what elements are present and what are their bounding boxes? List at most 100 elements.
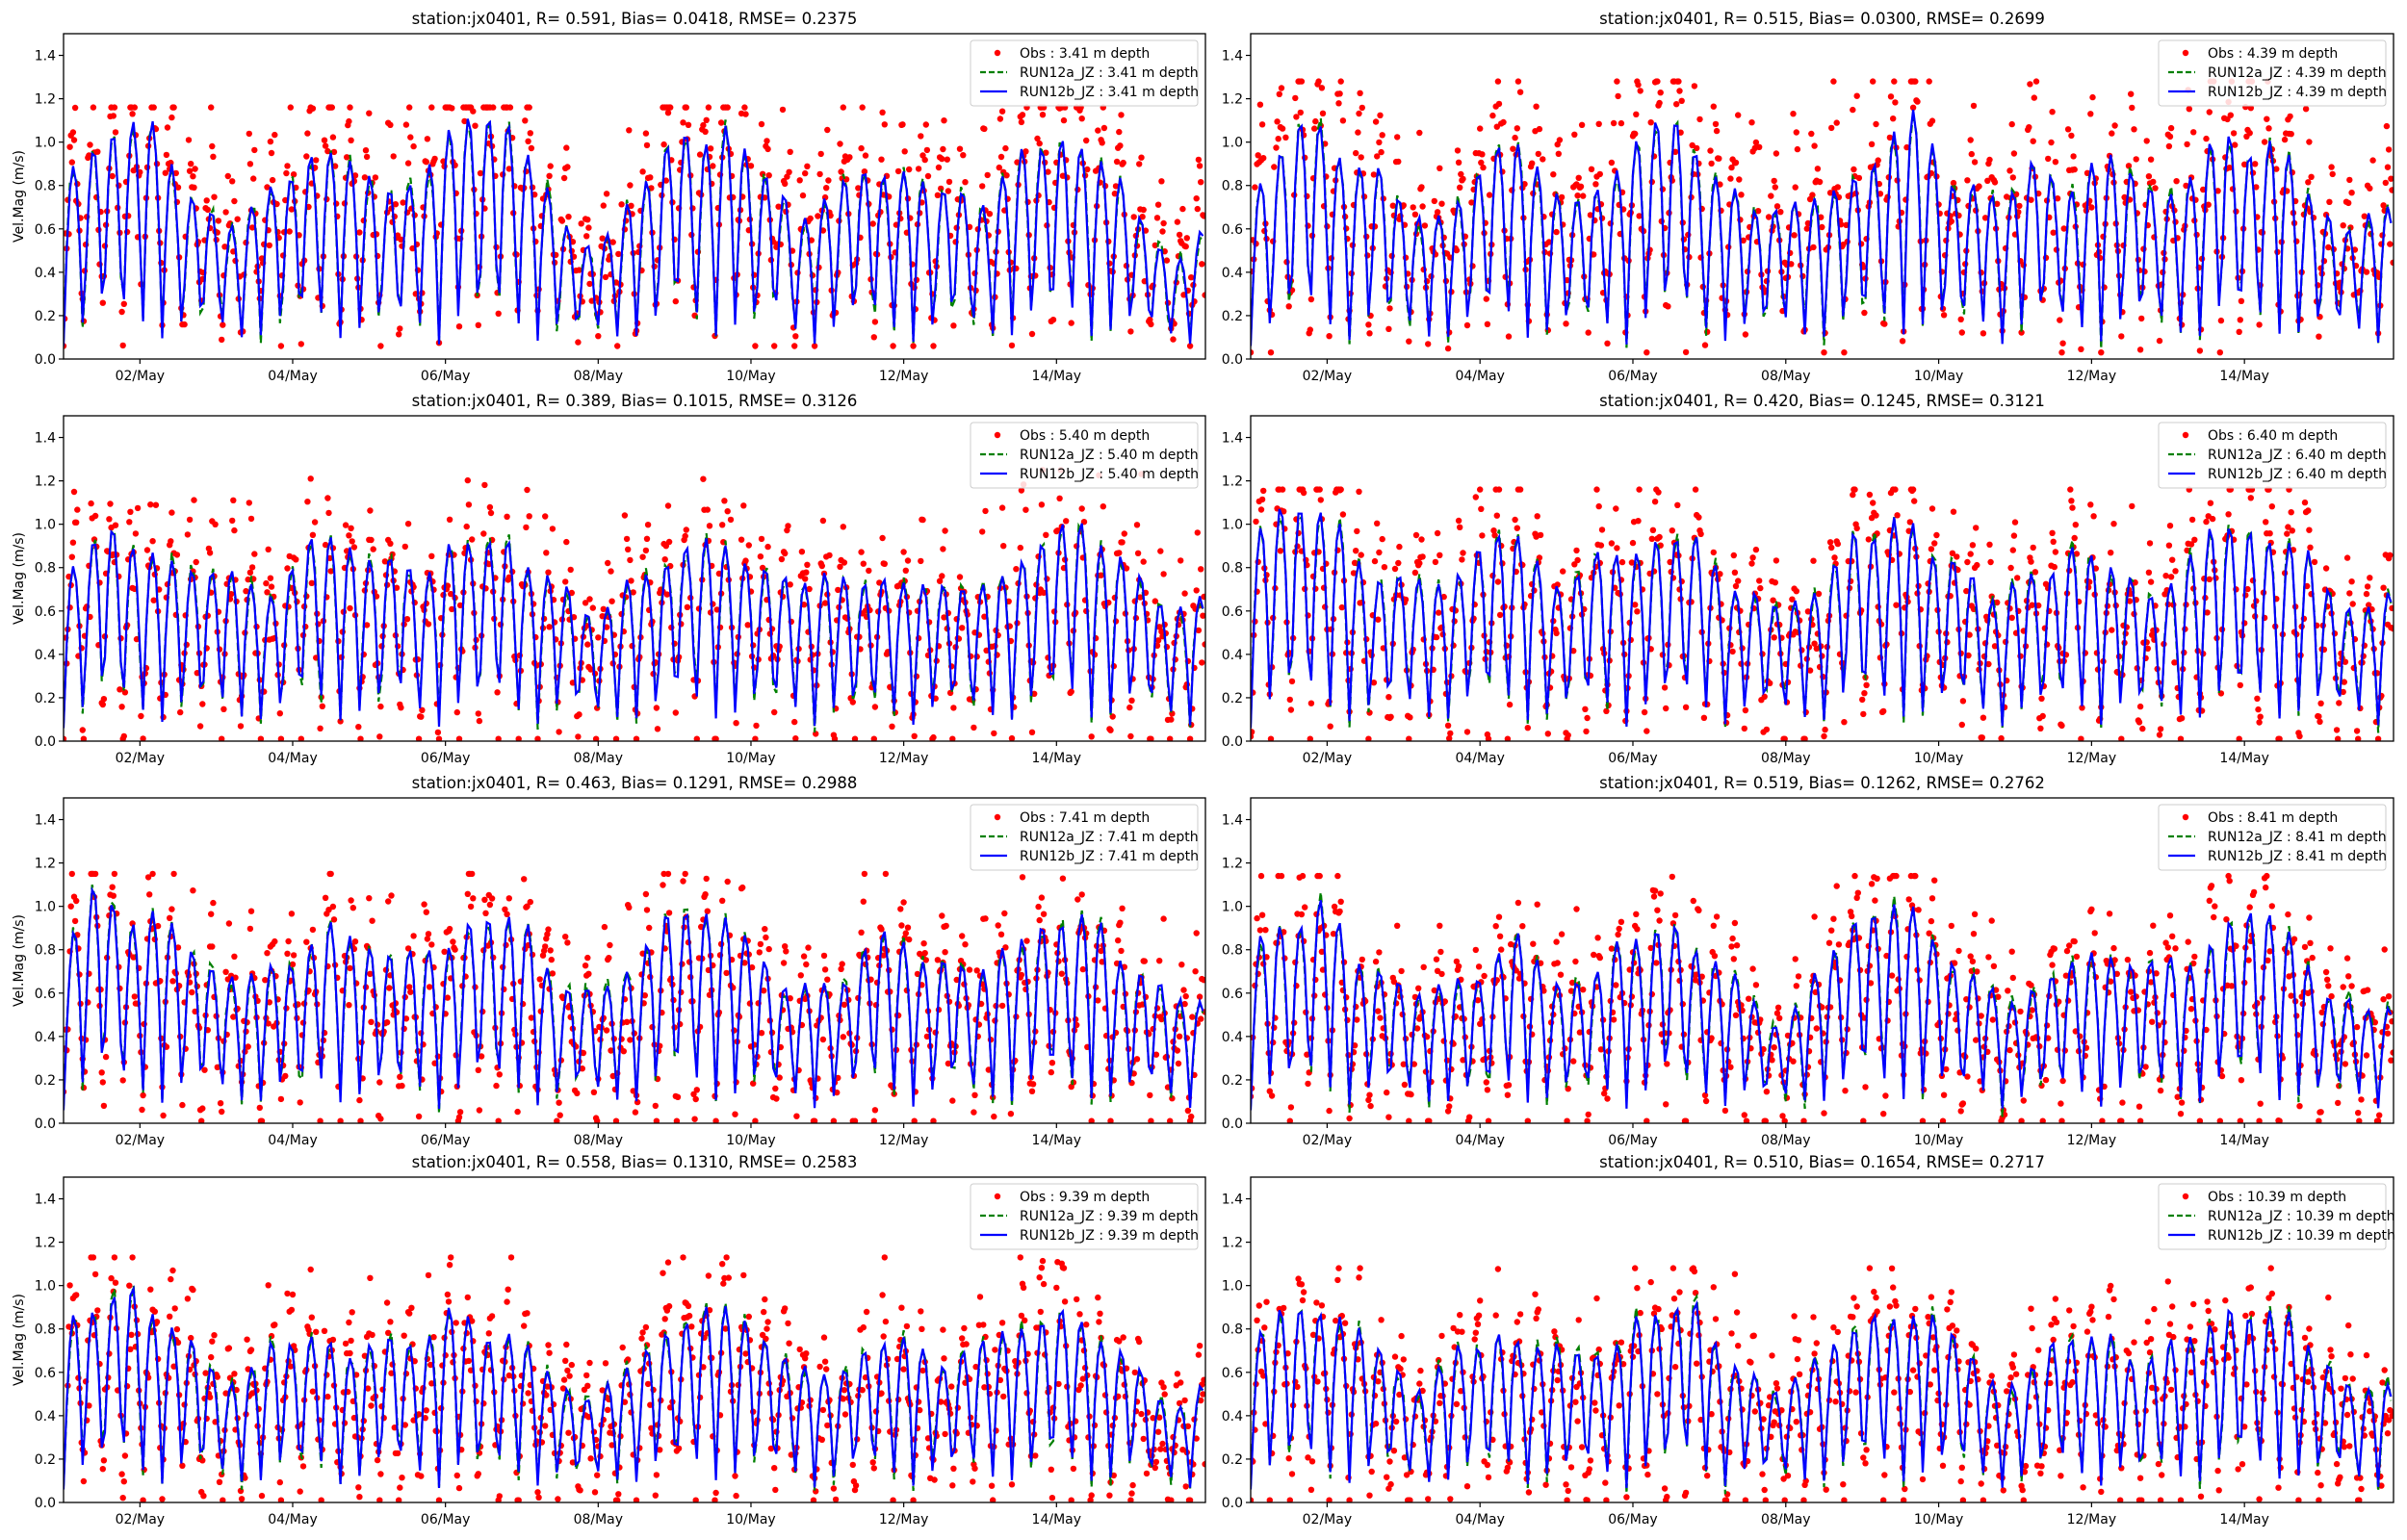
obs-point (1267, 349, 1275, 356)
obs-point (2281, 136, 2289, 143)
obs-point (575, 733, 582, 740)
obs-point (1866, 491, 1874, 499)
legend-entry-label: RUN12a_JZ : 4.39 m depth (2208, 65, 2387, 81)
obs-point (834, 1089, 841, 1096)
obs-point (713, 606, 720, 613)
obs-point (837, 563, 843, 570)
legend-entry-label: Obs : 3.41 m depth (1020, 46, 1150, 62)
x-tick-label: 04/May (268, 751, 317, 766)
obs-point (1307, 735, 1313, 741)
obs-point (1148, 321, 1154, 328)
obs-point (549, 526, 556, 532)
obs-point (1618, 119, 1625, 127)
obs-point (945, 188, 952, 194)
obs-point (1418, 184, 1425, 191)
obs-point (995, 922, 1001, 929)
obs-point (576, 711, 582, 718)
obs-point (404, 945, 412, 952)
obs-point (1186, 735, 1194, 741)
obs-point (665, 538, 673, 546)
y-tick-label: 0.8 (35, 561, 56, 577)
obs-point (821, 600, 829, 606)
obs-point (219, 1108, 225, 1116)
obs-point (998, 108, 1006, 115)
obs-point (435, 735, 443, 741)
obs-point (1201, 977, 1205, 984)
obs-point (1201, 213, 1205, 219)
obs-point (485, 560, 492, 568)
obs-point (546, 172, 553, 179)
obs-point (2072, 522, 2079, 528)
obs-point (1614, 78, 1620, 85)
obs-point (1063, 518, 1070, 525)
obs-point (1100, 503, 1107, 510)
obs-point (2256, 719, 2263, 726)
y-tick-label: 0.4 (35, 266, 56, 281)
obs-point (264, 184, 271, 191)
obs-point (383, 1019, 391, 1026)
obs-point (1127, 732, 1134, 740)
obs-point (1436, 609, 1442, 616)
x-tick-label: 04/May (1455, 751, 1504, 766)
obs-point (849, 699, 856, 706)
obs-point (1738, 192, 1745, 198)
obs-point (683, 104, 689, 111)
obs-point (1967, 137, 1974, 143)
obs-point (1358, 154, 1364, 161)
obs-point (418, 713, 425, 720)
obs-point (325, 509, 332, 517)
obs-point (1713, 127, 1721, 135)
obs-point (1457, 524, 1463, 530)
obs-point (2169, 556, 2176, 563)
obs-point (1536, 125, 1543, 133)
obs-point (407, 134, 414, 141)
obs-point (1573, 547, 1580, 554)
obs-point (1286, 696, 1294, 704)
obs-point (257, 735, 265, 741)
obs-point (428, 552, 435, 559)
obs-point (2306, 526, 2313, 533)
obs-point (1516, 486, 1524, 493)
plot-area (64, 467, 1205, 741)
obs-point (2230, 130, 2238, 137)
obs-point (1816, 178, 1824, 186)
obs-point (1881, 321, 1888, 327)
obs-point (1297, 109, 1305, 116)
y-tick-label: 0.4 (1222, 648, 1243, 663)
obs-point (2348, 578, 2355, 585)
obs-point (1899, 338, 1906, 345)
obs-point (1126, 704, 1133, 711)
obs-point (881, 560, 888, 567)
x-tick-label: 06/May (421, 369, 470, 384)
obs-point (376, 1079, 383, 1086)
obs-point (838, 965, 844, 972)
obs-point (1365, 321, 1372, 328)
obs-point (2380, 202, 2387, 209)
obs-point (996, 164, 1003, 171)
obs-point (1831, 554, 1838, 561)
obs-point (1188, 274, 1195, 281)
obs-point (68, 870, 76, 878)
obs-point (935, 164, 943, 171)
obs-point (1512, 516, 1518, 524)
x-tick-label: 12/May (2067, 369, 2116, 384)
obs-point (1479, 151, 1486, 158)
obs-point (1890, 116, 1897, 122)
obs-point (940, 546, 946, 552)
obs-point (851, 735, 859, 741)
obs-point (930, 1117, 937, 1123)
obs-point (661, 556, 668, 563)
obs-point (1365, 735, 1372, 741)
obs-point (2244, 585, 2251, 593)
obs-point (2389, 187, 2394, 193)
obs-point (2288, 131, 2294, 138)
obs-point (827, 212, 834, 219)
obs-point (2340, 688, 2346, 696)
obs-point (1002, 144, 1009, 152)
obs-point (799, 192, 807, 199)
series-run12b-line (64, 523, 1204, 729)
obs-point (69, 539, 77, 546)
obs-point (660, 141, 667, 148)
obs-point (118, 308, 125, 316)
obs-point (953, 976, 960, 984)
